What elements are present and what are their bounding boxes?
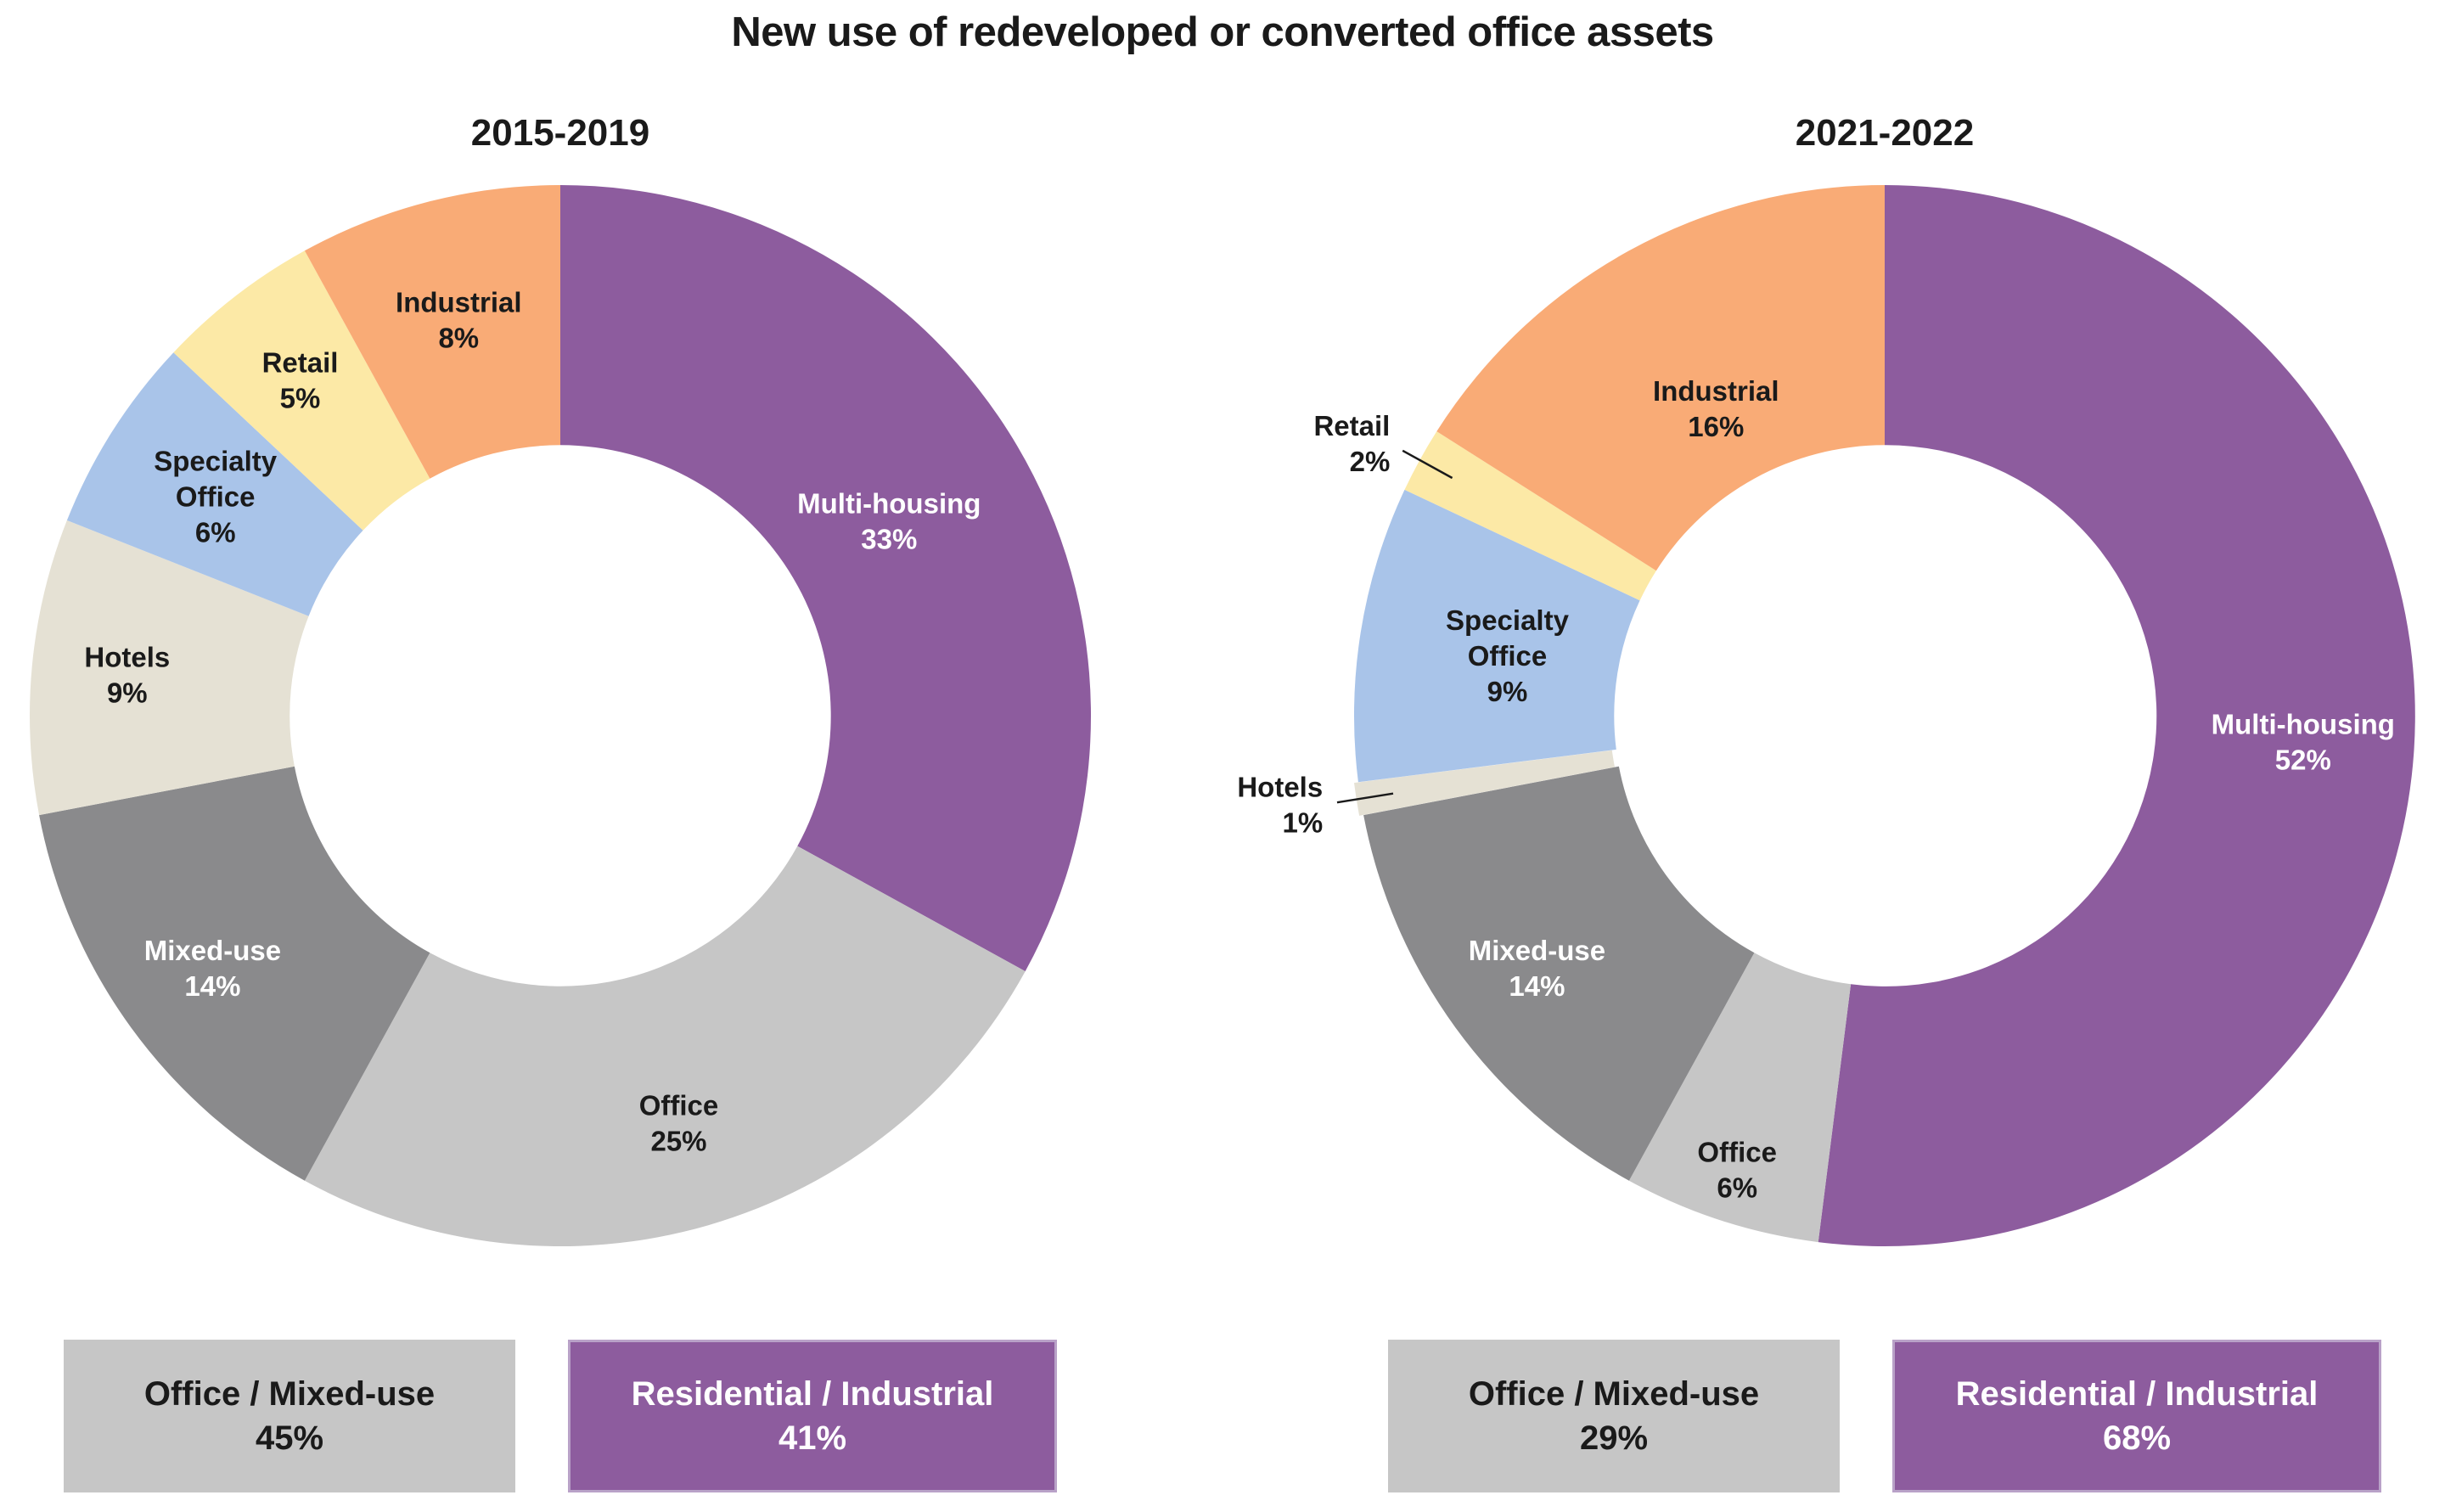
summary-pct: 29% [1579,1419,1649,1457]
slice-label-mixed-use: Mixed-use [144,935,281,966]
summary-box-office-mixed-use: Office / Mixed-use 45% [64,1340,515,1492]
summary-pct: 45% [255,1419,324,1457]
slice-multi-housing [560,185,1092,972]
slice-label-hotels: Hotels [1237,771,1323,802]
slice-label-specialty-office: Office [1468,640,1548,672]
slice-label-multi-housing: Multi-housing [2212,709,2395,740]
slice-label-specialty-office: Specialty [1446,604,1570,636]
leader-line-retail [1402,449,1453,480]
summary-row-2015-2019: Office / Mixed-use 45% Residential / Ind… [64,1340,1057,1492]
slice-industrial [1436,185,1885,571]
slice-label-office: 25% [650,1126,706,1157]
summary-label: Residential / Industrial [631,1375,994,1413]
slice-label-industrial: 8% [438,322,479,353]
slice-label-retail: 5% [280,382,321,413]
summary-box-office-mixed-use: Office / Mixed-use 29% [1388,1340,1840,1492]
slice-label-industrial: 16% [1688,411,1744,442]
slice-label-hotels: 9% [107,677,148,708]
leader-line-hotels [1336,792,1394,804]
slice-hotels [1354,750,1615,816]
chart-column-2015-2019: 2015-2019 Multi-housing 33% Office 25% Mixed… [21,112,1099,1492]
slice-label-office: 6% [1717,1172,1757,1204]
slice-label-specialty-office: Specialty [154,446,278,477]
donut-chart-2021-2022: Multi-housing 52% Office 6% Mixed-use 14% Hote… [1237,185,2415,1246]
slice-label-retail: 2% [1350,446,1391,477]
chart-column-2021-2022: 2021-2022 Multi-housing 52% Office 6% Mixed-… [1237,112,2424,1492]
summary-row-2021-2022: Office / Mixed-use 29% Residential / Ind… [1388,1340,2381,1492]
slice-label-office: Office [1697,1137,1777,1168]
slice-multi-housing [1818,185,2415,1246]
slice-label-multi-housing: Multi-housing [797,487,981,519]
summary-label: Office / Mixed-use [1468,1375,1760,1413]
slice-label-specialty-office: 6% [195,517,236,548]
summary-label: Residential / Industrial [1955,1375,2319,1413]
slice-industrial [304,185,560,479]
chart-subtitle-2021-2022: 2021-2022 [1795,112,1975,154]
slice-label-industrial: Industrial [396,286,522,318]
slice-label-retail: Retail [262,346,339,378]
slice-label-industrial: Industrial [1653,375,1779,407]
slice-label-specialty-office: 9% [1487,676,1528,707]
slice-label-mixed-use: 14% [184,970,240,1002]
slice-label-hotels: Hotels [84,641,170,672]
slice-retail [173,250,430,531]
slice-label-hotels: 1% [1282,807,1323,838]
slice-specialty-office [1353,489,1640,783]
slice-mixed-use [1363,766,1755,1181]
slice-office [304,846,1026,1247]
chart-title: New use of redeveloped or converted offi… [731,9,1714,55]
slice-hotels [30,520,309,816]
charts-row: 2015-2019 Multi-housing 33% Office 25% Mixed… [0,112,2445,1492]
slice-label-retail: Retail [1313,410,1390,441]
slice-label-multi-housing: 33% [861,523,917,554]
summary-box-residential-industrial: Residential / Industrial 68% [1892,1340,2381,1492]
summary-pct: 68% [2102,1419,2172,1457]
slice-retail [1404,431,1656,601]
slice-label-mixed-use: 14% [1509,970,1565,1002]
donut-chart-2015-2019: Multi-housing 33% Office 25% Mixed-use 14% Hot… [30,185,1092,1247]
slice-specialty-office [66,352,363,616]
slice-label-specialty-office: Office [176,481,256,513]
summary-pct: 41% [778,1419,847,1457]
chart-subtitle-2015-2019: 2015-2019 [470,112,650,154]
slice-mixed-use [39,766,430,1181]
slice-label-mixed-use: Mixed-use [1469,935,1605,966]
slice-office [1628,953,1852,1243]
summary-label: Office / Mixed-use [143,1375,436,1413]
slice-label-office: Office [639,1090,719,1121]
slice-label-multi-housing: 52% [2275,745,2331,776]
summary-box-residential-industrial: Residential / Industrial 41% [568,1340,1057,1492]
